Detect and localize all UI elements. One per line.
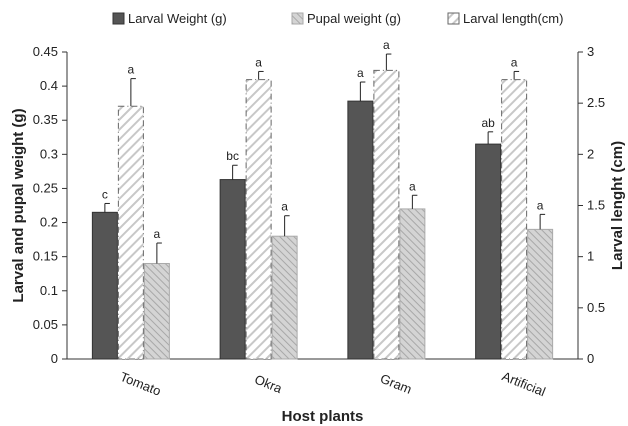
significance-label: a bbox=[537, 198, 544, 212]
left-tick-label: 0.4 bbox=[40, 78, 58, 93]
bar bbox=[501, 79, 528, 360]
category-label: Tomato bbox=[118, 369, 163, 399]
right-tick-label: 2.5 bbox=[587, 95, 605, 110]
legend-swatch bbox=[447, 12, 460, 25]
bar bbox=[527, 228, 554, 360]
right-tick-label: 2 bbox=[587, 146, 594, 161]
left-tick-label: 0.05 bbox=[33, 317, 58, 332]
bars bbox=[91, 53, 554, 360]
category-label: Okra bbox=[252, 372, 284, 397]
legend: Larval Weight (g) Pupal weight (g) Larval … bbox=[112, 11, 563, 26]
left-tick-label: 0.3 bbox=[40, 146, 58, 161]
legend-label: Larval length(cm) bbox=[463, 11, 563, 26]
legend-swatch bbox=[291, 12, 304, 25]
left-tick-label: 0.45 bbox=[33, 44, 58, 59]
bar bbox=[271, 235, 298, 360]
labels: c a a bc a a a a a ab a a bbox=[102, 38, 544, 241]
legend-label: Pupal weight (g) bbox=[307, 11, 401, 26]
significance-label: a bbox=[357, 66, 364, 80]
significance-label: a bbox=[383, 38, 390, 52]
significance-label: c bbox=[102, 187, 108, 201]
left-tick-label: 0 bbox=[51, 351, 58, 366]
bar bbox=[143, 262, 170, 360]
bar bbox=[475, 143, 502, 360]
significance-label: a bbox=[409, 179, 416, 193]
left-tick-label: 0.15 bbox=[33, 249, 58, 264]
bar bbox=[219, 179, 246, 360]
significance-label: a bbox=[511, 55, 518, 69]
bar bbox=[373, 69, 400, 360]
y-axis-title-left: Larval and pupal weight (g) bbox=[10, 108, 27, 302]
left-tick-label: 0.1 bbox=[40, 283, 58, 298]
significance-label: ab bbox=[481, 116, 495, 130]
category-label: Artificial bbox=[500, 368, 548, 399]
significance-label: a bbox=[255, 55, 262, 69]
significance-label: a bbox=[281, 200, 288, 214]
left-tick-label: 0.2 bbox=[40, 215, 58, 230]
left-tick-label: 0.25 bbox=[33, 180, 58, 195]
bar bbox=[245, 79, 272, 360]
left-tick-label: 0.35 bbox=[33, 112, 58, 127]
y-axis-title-right: Larval lenght (cm) bbox=[609, 141, 626, 270]
legend-swatch bbox=[112, 12, 125, 25]
right-tick-label: 0.5 bbox=[587, 300, 605, 315]
right-tick-label: 3 bbox=[587, 44, 594, 59]
x-axis-title: Host plants bbox=[282, 408, 364, 425]
bar bbox=[347, 100, 374, 360]
right-tick-label: 1 bbox=[587, 249, 594, 264]
legend-label: Larval Weight (g) bbox=[128, 11, 227, 26]
right-tick-label: 1.5 bbox=[587, 198, 605, 213]
significance-label: a bbox=[128, 63, 135, 77]
significance-label: a bbox=[154, 227, 161, 241]
bar bbox=[399, 208, 426, 360]
category-label: Gram bbox=[378, 371, 414, 397]
bar bbox=[117, 105, 144, 360]
right-tick-label: 0 bbox=[587, 351, 594, 366]
significance-label: bc bbox=[226, 149, 239, 163]
bar bbox=[91, 211, 118, 360]
